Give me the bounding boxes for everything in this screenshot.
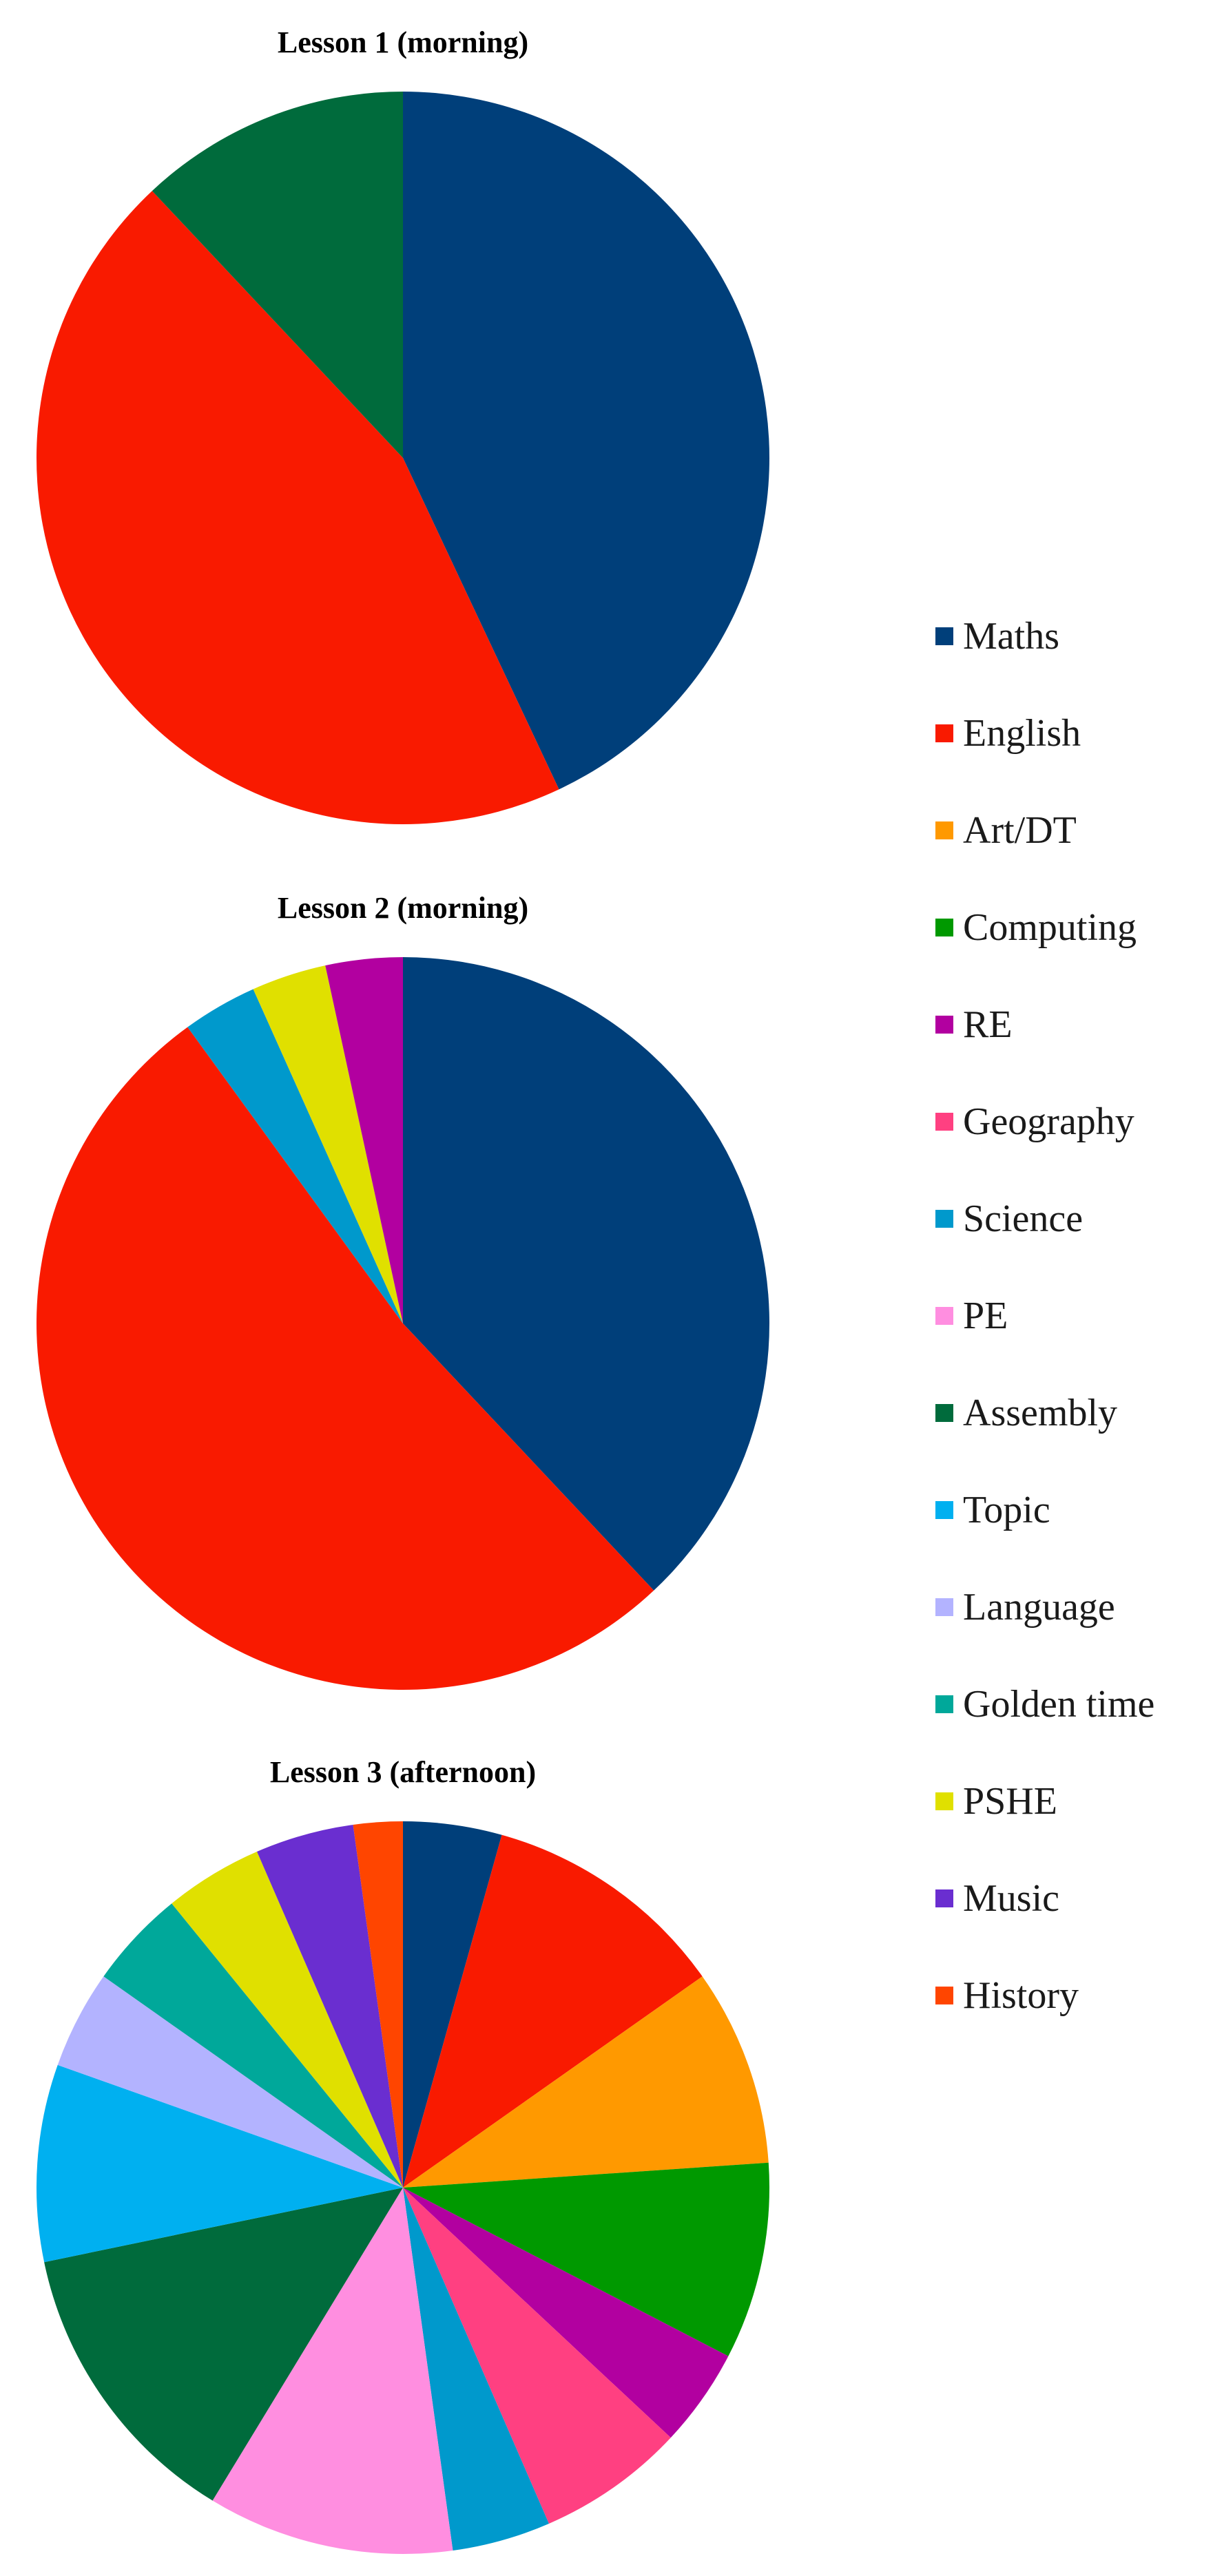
legend-item: PSHE (935, 1771, 1211, 1868)
pie3-slice-art-dt (403, 1976, 769, 2188)
legend-label: Maths (963, 615, 1059, 658)
legend-item: Maths (935, 606, 1211, 703)
legend-swatch (935, 821, 953, 839)
legend-swatch (935, 1792, 953, 1810)
pie3-slice-history (353, 1821, 403, 2188)
pie3-slice-english (403, 1834, 703, 2188)
pie3-slice-language (57, 1976, 403, 2188)
legend-swatch (935, 724, 953, 742)
legend-item: Computing (935, 897, 1211, 994)
legend-label: Computing (963, 906, 1137, 949)
pie-title-lesson-1: Lesson 1 (morning) (277, 25, 529, 59)
legend-item: PE (935, 1286, 1211, 1383)
legend-label: Science (963, 1197, 1084, 1240)
legend-label: Golden time (963, 1683, 1155, 1726)
legend-item: English (935, 703, 1211, 800)
legend-label: History (963, 1974, 1079, 2017)
pie2-slice-maths (403, 957, 769, 1591)
legend-label: Topic (963, 1489, 1050, 1531)
legend-swatch (935, 1987, 953, 2004)
legend-label: Assembly (963, 1392, 1117, 1434)
pie-title-lesson-3: Lesson 3 (afternoon) (269, 1755, 537, 1789)
legend-swatch (935, 1889, 953, 1907)
pie3-slice-assembly (44, 2188, 403, 2501)
legend-item: Science (935, 1188, 1211, 1286)
pie3-slice-golden-time (103, 1903, 403, 2188)
pie2-slice-english (37, 1027, 654, 1690)
legend-swatch (935, 1404, 953, 1422)
legend-label: PSHE (963, 1780, 1057, 1823)
legend-item: History (935, 1965, 1211, 2062)
pie2-slice-pshe (253, 965, 403, 1323)
legend-item: Music (935, 1868, 1211, 1965)
legend-swatch (935, 1113, 953, 1131)
legend-label: Language (963, 1586, 1115, 1629)
pie3-slice-topic (37, 2064, 404, 2263)
pie3-slice-music (257, 1824, 403, 2188)
pie1-slice-english (37, 191, 559, 824)
legend-swatch (935, 1210, 953, 1228)
legend-item: RE (935, 994, 1211, 1091)
legend-swatch (935, 627, 953, 645)
legend-label: English (963, 712, 1081, 755)
pie1-slice-assembly (152, 92, 403, 458)
legend-swatch (935, 919, 953, 936)
pie-title-lesson-2: Lesson 2 (morning) (277, 891, 529, 925)
legend-label: Music (963, 1877, 1059, 1920)
legend-item: Art/DT (935, 800, 1211, 897)
legend-label: PE (963, 1295, 1008, 1337)
legend-label: RE (963, 1003, 1013, 1046)
legend-swatch (935, 1598, 953, 1616)
pie-lesson-3-svg (37, 1821, 769, 2554)
pie3-slice-science (403, 2188, 549, 2551)
pie3-slice-pe (212, 2188, 453, 2554)
legend-label: Geography (963, 1100, 1134, 1143)
legend-swatch (935, 1501, 953, 1519)
pie-lesson-2-svg (37, 957, 769, 1690)
pie3-slice-pshe (172, 1852, 403, 2188)
pie2-slice-re (325, 957, 403, 1323)
legend-swatch (935, 1307, 953, 1325)
legend-item: Language (935, 1577, 1211, 1674)
legend: Maths English Art/DT Computing RE Geography Sc… (935, 606, 1211, 2062)
pie3-slice-re (403, 2188, 729, 2438)
pie3-slice-maths (403, 1821, 502, 2188)
pie3-slice-geography (403, 2188, 671, 2524)
pie-lesson-1-svg (37, 92, 769, 824)
pie1-slice-maths (403, 92, 769, 790)
pie2-slice-science (187, 989, 403, 1323)
pie3-slice-computing (403, 2162, 769, 2356)
legend-swatch (935, 1016, 953, 1034)
legend-item: Assembly (935, 1383, 1211, 1480)
legend-swatch (935, 1695, 953, 1713)
legend-item: Geography (935, 1091, 1211, 1188)
legend-item: Golden time (935, 1674, 1211, 1771)
legend-item: Topic (935, 1480, 1211, 1577)
legend-label: Art/DT (963, 809, 1077, 852)
